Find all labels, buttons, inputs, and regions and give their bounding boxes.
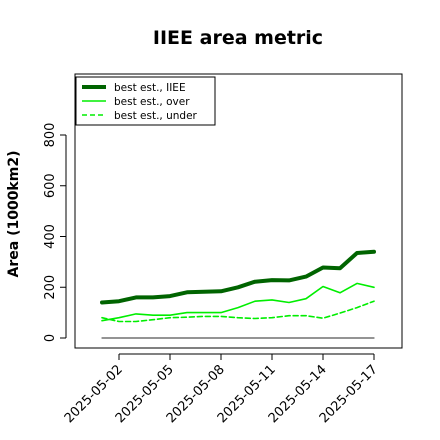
- chart-title: IIEE area metric: [153, 27, 323, 49]
- y-tick-label: 800: [43, 123, 58, 148]
- legend-label: best est., IIEE: [114, 82, 186, 94]
- legend: best est., IIEE best est., over best est.,…: [75, 76, 216, 126]
- series-line-0: [100, 249, 376, 305]
- legend-label: best est., over: [114, 96, 190, 108]
- y-tick-label: 600: [43, 173, 58, 198]
- series-line-1: [101, 282, 375, 322]
- series-line-2: [101, 300, 375, 323]
- y-tick-label: 0: [43, 334, 58, 342]
- legend-label: best est., under: [114, 110, 198, 122]
- y-axis: 0 200 400 600 800: [43, 123, 67, 342]
- y-tick-label: 400: [43, 224, 58, 249]
- y-axis-label: Area (1000km2): [6, 151, 22, 278]
- series-layer: [100, 249, 376, 339]
- plot-frame: [74, 73, 403, 349]
- y-tick-label: 200: [43, 275, 58, 300]
- x-axis: 2025-05-022025-05-052025-05-082025-05-11…: [62, 353, 381, 426]
